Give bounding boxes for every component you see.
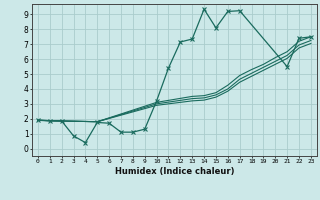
X-axis label: Humidex (Indice chaleur): Humidex (Indice chaleur) bbox=[115, 167, 234, 176]
